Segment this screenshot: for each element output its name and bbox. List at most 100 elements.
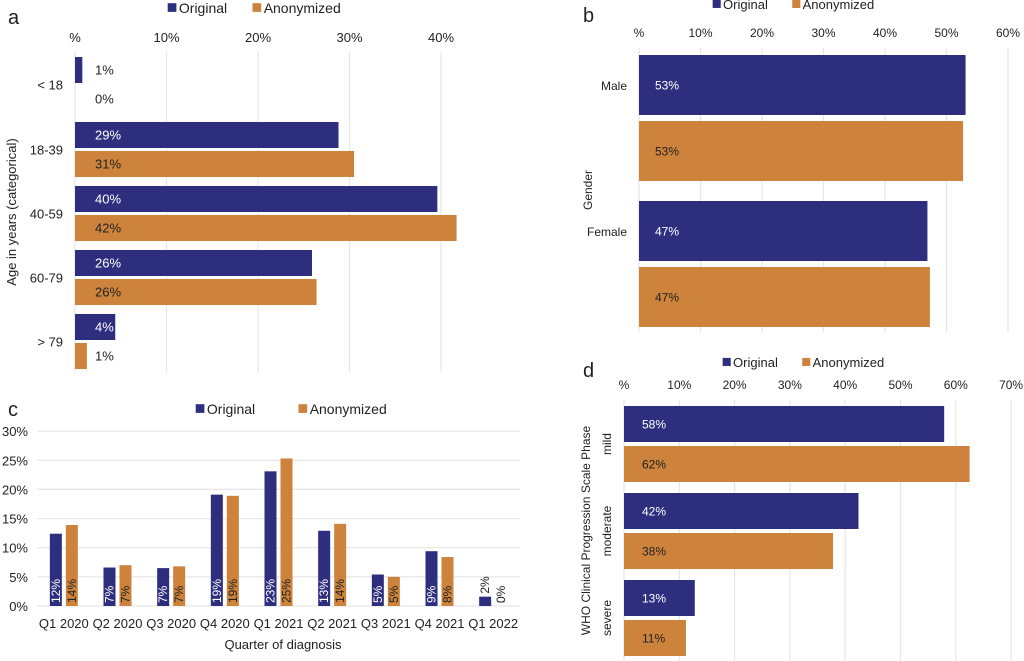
bar-anonymized xyxy=(75,279,317,305)
x-tick-label: 70% xyxy=(999,378,1023,392)
panel-d: d Original Anonymized% 10% 20% 30% 40% 50% 60% 70… xyxy=(579,355,1023,661)
bar-anonymized xyxy=(65,524,78,606)
bar-original xyxy=(425,551,438,606)
panel-letter: b xyxy=(583,5,594,27)
legend-swatch-anonymized xyxy=(252,3,262,12)
data-label: 42% xyxy=(642,504,666,518)
x-tick-label: % xyxy=(619,378,630,392)
bar-anonymized xyxy=(226,495,239,606)
x-tick-label: % xyxy=(69,30,81,45)
bar-anonymized xyxy=(280,458,293,606)
bar-anonymized xyxy=(75,215,457,241)
data-label: 5% xyxy=(387,585,401,603)
data-label: 13% xyxy=(642,591,666,605)
bar-original xyxy=(49,533,62,606)
data-label: 9% xyxy=(425,585,439,603)
data-label: 47% xyxy=(655,224,679,238)
data-label: 11% xyxy=(642,631,665,645)
bar-original xyxy=(210,494,223,606)
data-label: 14% xyxy=(65,579,79,603)
x-tick-label: 60% xyxy=(944,378,968,392)
legend-label-original: Original xyxy=(207,401,255,417)
legend-label-original: Original xyxy=(179,0,227,16)
x-tick-label: 40% xyxy=(428,30,454,45)
bar-anonymized xyxy=(75,343,87,369)
bar-original xyxy=(624,406,945,442)
bar-anonymized xyxy=(173,566,186,606)
legend-label-anonymized: Anonymized xyxy=(813,355,885,370)
bar-original xyxy=(264,471,277,606)
data-label: 0% xyxy=(95,92,114,107)
y-axis-title: Age in years (categorical) xyxy=(4,138,19,285)
y-axis-title: WHO Clinical Progression Scale Phase xyxy=(579,425,593,635)
data-label: 7% xyxy=(103,585,117,603)
category-label: 60-79 xyxy=(30,271,63,286)
category-label: Male xyxy=(601,79,627,93)
bar-original xyxy=(75,122,339,148)
bar-original xyxy=(75,57,83,83)
bar-original xyxy=(103,567,116,606)
y-tick-label: 30% xyxy=(2,424,28,439)
category-label: < 18 xyxy=(37,78,63,93)
x-tick-label: 50% xyxy=(888,378,912,392)
bar-original xyxy=(624,580,695,616)
x-tick-label: 50% xyxy=(934,26,958,40)
x-tick-label: 40% xyxy=(833,378,857,392)
category-label: severe xyxy=(600,600,614,636)
category-label: > 79 xyxy=(37,335,63,350)
legend-swatch-anonymized xyxy=(298,404,308,413)
panel-c: c Original Anonymized 0% 5% 10% 15% 20% 25% 30% 12… xyxy=(2,399,520,652)
x-tick-label: Q2 2020 xyxy=(93,616,143,631)
data-label: 7% xyxy=(119,585,133,603)
data-label: 8% xyxy=(441,585,455,603)
data-label: 5% xyxy=(371,585,385,603)
x-tick-label: 10% xyxy=(688,26,712,40)
legend-label-anonymized: Anonymized xyxy=(310,401,387,417)
y-axis-title: Gender xyxy=(581,170,595,210)
y-tick-label: 25% xyxy=(2,453,28,468)
legend-swatch-anonymized xyxy=(792,0,801,8)
x-tick-label: 10% xyxy=(667,378,691,392)
bar-original xyxy=(479,596,492,606)
x-tick-label: Q4 2021 xyxy=(415,616,465,631)
x-tick-label: 20% xyxy=(723,378,747,392)
legend-label-original: Original xyxy=(733,355,778,370)
bar-original xyxy=(624,493,859,529)
bar-original xyxy=(157,568,170,606)
bar-anonymized xyxy=(624,620,686,656)
y-tick-label: 20% xyxy=(2,482,28,497)
x-tick-label: Q1 2021 xyxy=(254,616,304,631)
data-label: 1% xyxy=(95,63,114,78)
legend-swatch-anonymized xyxy=(802,357,811,366)
x-tick-label: Q3 2021 xyxy=(361,616,411,631)
legend-swatch-original xyxy=(722,357,731,366)
x-tick-label: Q2 2021 xyxy=(307,616,357,631)
bar-anonymized xyxy=(75,151,355,177)
bar-original xyxy=(639,55,966,115)
bar-anonymized xyxy=(639,121,964,181)
data-label: 58% xyxy=(642,417,666,431)
x-tick-label: 60% xyxy=(996,26,1020,40)
bar-original xyxy=(75,186,438,212)
legend-label-anonymized: Anonymized xyxy=(803,0,875,12)
data-label: 25% xyxy=(280,579,294,603)
bar-anonymized xyxy=(334,523,347,606)
bar-anonymized xyxy=(441,557,454,606)
category-label: 18-39 xyxy=(30,143,63,158)
data-label: 42% xyxy=(95,221,121,236)
data-label: 29% xyxy=(95,128,121,143)
data-label: 31% xyxy=(95,157,121,172)
bar-original xyxy=(75,314,116,340)
x-tick-label: Q3 2020 xyxy=(146,616,196,631)
panel-letter: d xyxy=(583,360,594,382)
x-tick-label: Q1 2020 xyxy=(39,616,89,631)
data-label: 38% xyxy=(642,544,666,558)
bar-original xyxy=(639,201,928,261)
x-tick-label: Q4 2020 xyxy=(200,616,250,631)
data-label: 19% xyxy=(210,579,224,603)
x-tick-label: 40% xyxy=(873,26,897,40)
bar-anonymized xyxy=(387,576,400,606)
legend-label-original: Original xyxy=(723,0,768,12)
data-label: 26% xyxy=(95,256,121,271)
